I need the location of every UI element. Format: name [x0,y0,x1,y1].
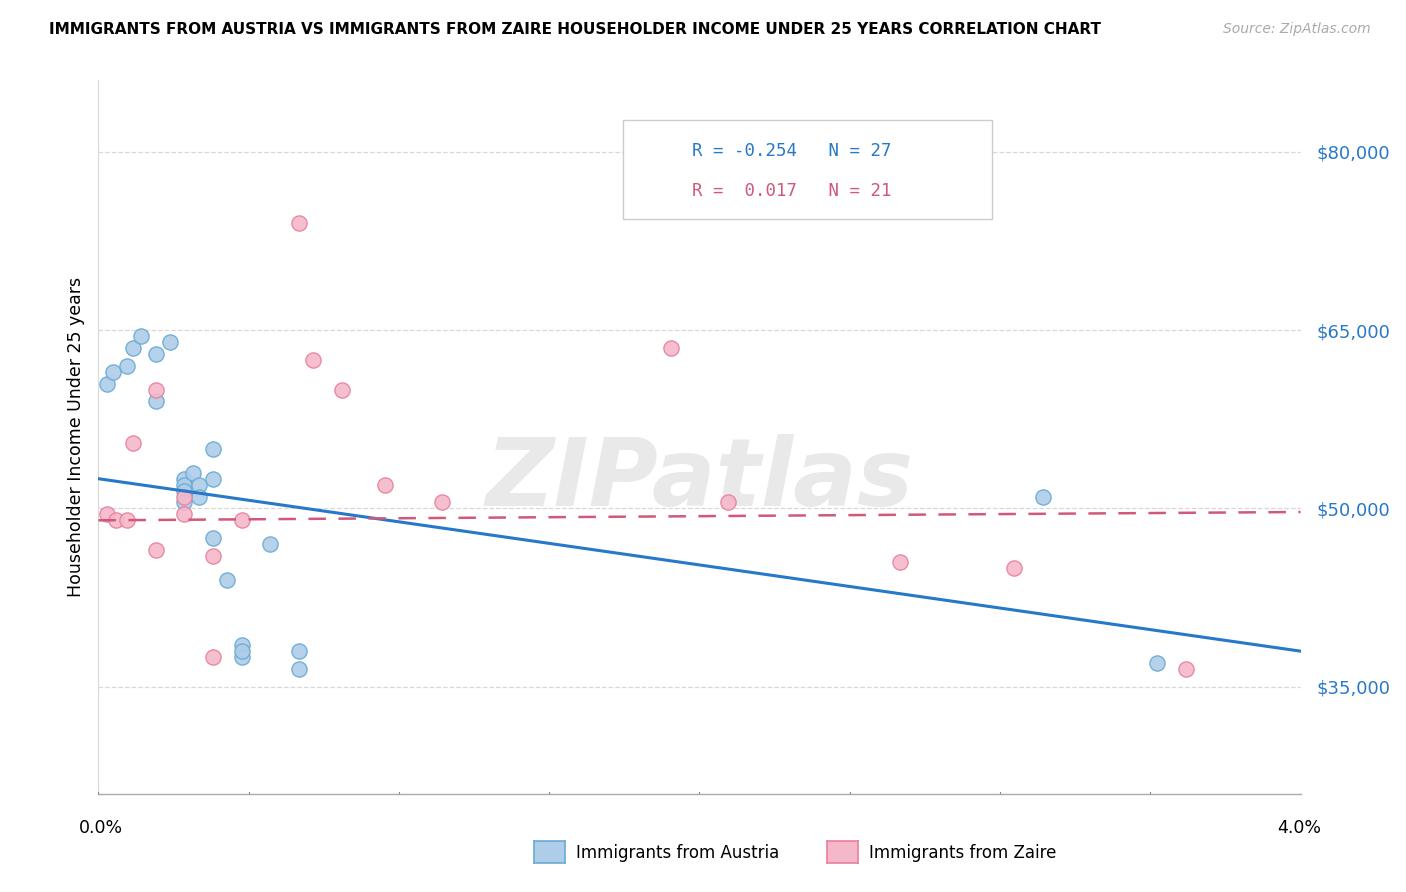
Point [145,543,167,558]
Point [121,341,143,355]
Point [231,650,253,665]
Point [287,662,309,676]
Text: Immigrants from Zaire: Immigrants from Zaire [869,844,1056,862]
Point [201,650,224,665]
Text: Source: ZipAtlas.com: Source: ZipAtlas.com [1223,22,1371,37]
Point [173,508,195,522]
Point [96,376,118,391]
Point [659,341,682,355]
Point [201,549,224,563]
Point [145,347,167,361]
Point [1175,662,1198,676]
Point [145,383,167,397]
Point [1002,561,1025,575]
Text: R =  0.017   N = 21: R = 0.017 N = 21 [692,183,891,201]
Point [217,573,239,587]
Point [287,644,309,658]
Point [173,490,195,504]
Point [201,531,224,545]
Point [302,352,325,367]
Point [145,394,167,409]
Point [374,477,396,491]
Point [181,466,204,480]
Point [430,495,453,509]
Point [101,365,124,379]
Point [187,490,209,504]
Point [231,513,253,527]
Point [173,472,195,486]
Text: R = -0.254   N = 27: R = -0.254 N = 27 [692,142,891,160]
Point [159,334,181,349]
Point [173,483,195,498]
Point [115,513,138,527]
Point [201,442,224,456]
Point [173,477,195,491]
Point [231,638,253,652]
Text: IMMIGRANTS FROM AUSTRIA VS IMMIGRANTS FROM ZAIRE HOUSEHOLDER INCOME UNDER 25 YEA: IMMIGRANTS FROM AUSTRIA VS IMMIGRANTS FR… [49,22,1101,37]
Point [1032,490,1054,504]
Point [173,495,195,509]
Point [201,472,224,486]
Point [96,508,118,522]
Text: 4.0%: 4.0% [1277,819,1322,837]
Point [121,436,143,450]
Point [115,359,138,373]
Point [717,495,740,509]
Point [104,513,127,527]
Point [1146,656,1168,670]
Y-axis label: Householder Income Under 25 years: Householder Income Under 25 years [66,277,84,597]
Point [330,383,353,397]
Point [259,537,281,551]
Point [131,329,153,343]
Text: ZIPatlas: ZIPatlas [485,434,914,526]
Point [231,644,253,658]
Point [287,216,309,230]
Text: 0.0%: 0.0% [79,819,124,837]
Point [889,555,911,569]
Text: Immigrants from Austria: Immigrants from Austria [576,844,780,862]
Point [187,477,209,491]
